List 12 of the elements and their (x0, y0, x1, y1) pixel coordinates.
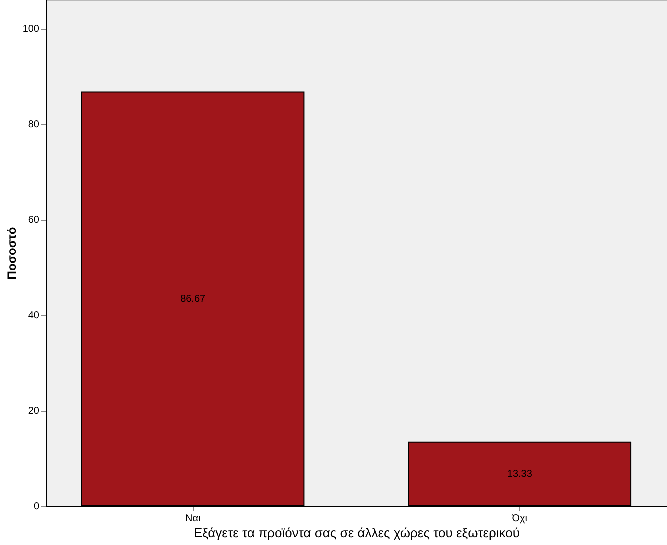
data-label: 13.33 (507, 469, 533, 480)
y-tick-label: 100 (22, 24, 40, 36)
x-tick-label: Ναι (185, 514, 201, 524)
y-axis-title: Ποσοστό (4, 227, 19, 280)
y-tick-label: 20 (28, 406, 40, 418)
y-tick-label: 60 (28, 215, 40, 226)
data-label: 86.67 (180, 294, 206, 306)
y-tick-label: 40 (28, 310, 40, 322)
y-tick-label: 80 (28, 120, 40, 131)
y-tick-label: 0 (34, 502, 40, 512)
x-tick-label: Όχι (511, 514, 528, 524)
x-axis-title: Εξάγετε τα προϊόντα σας σε άλλες χώρες του εξωτερικού (194, 526, 520, 540)
